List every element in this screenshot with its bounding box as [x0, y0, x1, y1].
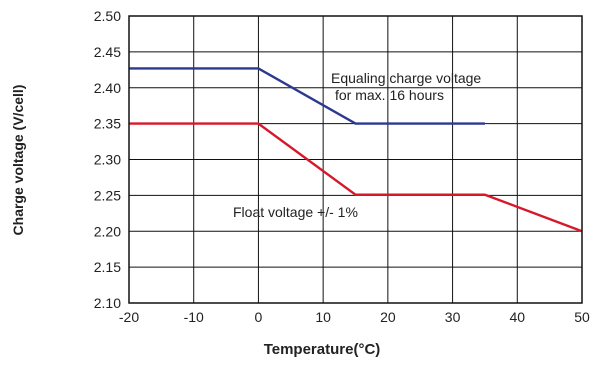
x-tick-label: 0	[255, 309, 263, 325]
grid-layer	[129, 16, 582, 303]
x-tick-label: 40	[509, 309, 525, 325]
equaling-charge-annotation: Equaling charge voltage	[331, 70, 481, 86]
y-tick-label: 2.45	[94, 44, 121, 60]
tick-label-layer: -20 -10 0 10 20 30 40 50 2.50 2.45 2.40 2.35 2.30 2.2…	[94, 8, 590, 325]
series-layer	[129, 67, 583, 233]
x-axis-title: Temperature(°C)	[264, 341, 381, 358]
y-axis-title: Charge voltage (V/cell)	[10, 85, 26, 236]
y-tick-label: 2.50	[94, 8, 121, 24]
float-voltage-annotation: Float voltage +/- 1%	[233, 204, 358, 220]
x-tick-label: 20	[380, 309, 396, 325]
equaling-charge-annotation: for max. 16 hours	[335, 87, 444, 103]
y-tick-label: 2.40	[94, 80, 121, 96]
y-tick-label: 2.20	[94, 223, 121, 239]
x-tick-label: -10	[184, 309, 204, 325]
x-tick-label: 30	[445, 309, 461, 325]
x-tick-label: -20	[119, 309, 139, 325]
plot-area-frame	[128, 15, 583, 304]
float-voltage-line	[129, 122, 583, 233]
y-tick-label: 2.15	[94, 259, 121, 275]
y-tick-label: 2.25	[94, 187, 121, 203]
y-tick-label: 2.35	[94, 116, 121, 132]
y-tick-label: 2.30	[94, 152, 121, 168]
y-tick-label: 2.10	[94, 295, 121, 311]
x-tick-label: 10	[315, 309, 331, 325]
x-tick-label: 50	[574, 309, 590, 325]
equaling-charge-line	[129, 67, 485, 125]
